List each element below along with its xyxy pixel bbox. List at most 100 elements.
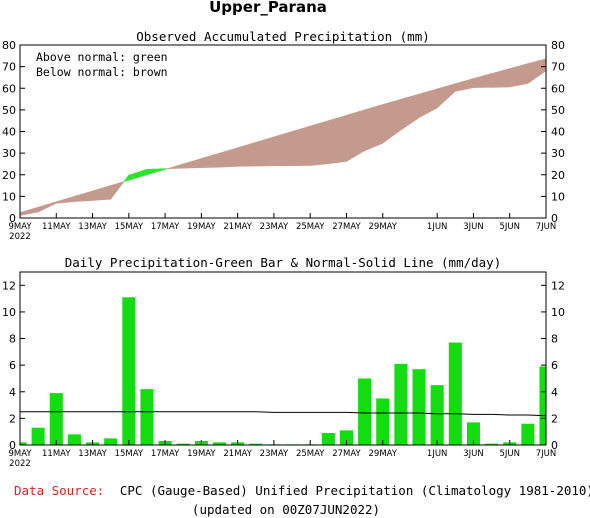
daily-chart: Daily Precipitation-Green Bar & Normal-S… — [2, 255, 565, 469]
y-tick-label: 2 — [9, 412, 16, 425]
below-normal-area — [364, 104, 384, 152]
x-tick-label: 13MAY — [78, 449, 107, 459]
daily-bar — [448, 342, 462, 445]
x-tick-label: 23MAY — [260, 449, 289, 459]
below-normal-area — [436, 83, 456, 109]
y-tick-label: 20 — [2, 169, 16, 182]
x-tick-label: 23MAY — [260, 222, 289, 232]
updated-text: (updated on 00Z07JUN2022) — [192, 502, 380, 517]
y-tick-label: 0 — [551, 439, 558, 452]
y-tick-label: 50 — [2, 104, 16, 117]
x-tick-label: 29MAY — [369, 222, 398, 232]
y-tick-label: 40 — [551, 126, 565, 139]
x-tick-label: 13MAY — [78, 222, 107, 232]
data-source-label: Data Source: — [14, 483, 104, 498]
above-normal-area — [128, 168, 148, 181]
x-tick-label: 27MAY — [332, 449, 361, 459]
x-tick-label: 19MAY — [187, 449, 216, 459]
below-normal-area — [382, 98, 402, 144]
daily-bar — [49, 393, 63, 445]
daily-bar-group — [20, 297, 547, 445]
y-tick-label: 10 — [551, 306, 565, 319]
y-tick-label: 12 — [551, 279, 565, 292]
y-tick-label: 8 — [9, 333, 16, 346]
below-normal-area — [219, 147, 238, 168]
x-tick-label: 21MAY — [223, 449, 252, 459]
y-tick-label: 30 — [2, 147, 16, 160]
daily-axis-group: 0 0 2 2 4 4 6 6 8 8 10 10 12 12 9MAY 11MAY 13MAY 15MAY 17M… — [2, 279, 565, 469]
x-tick-label: 9MAY — [8, 222, 32, 232]
below-normal-area — [328, 114, 347, 165]
x-tick-label: 1JUN — [427, 449, 448, 459]
above-normal-area — [146, 168, 166, 176]
below-normal-area — [291, 125, 311, 166]
y-tick-label: 6 — [551, 359, 558, 372]
y-tick-label: 6 — [9, 359, 16, 372]
daily-bar — [466, 422, 480, 445]
below-normal-area — [37, 201, 57, 213]
legend-above-normal: Above normal: green — [36, 50, 168, 64]
y-tick-label: 50 — [551, 104, 565, 117]
daily-bar — [321, 433, 335, 445]
below-normal-area — [473, 73, 492, 88]
above-normal-area — [123, 174, 130, 183]
y-tick-label: 12 — [2, 279, 16, 292]
y-tick-label: 0 — [551, 212, 558, 225]
region-title: Upper_Parana — [209, 0, 327, 16]
daily-chart-title: Daily Precipitation-Green Bar & Normal-S… — [65, 255, 502, 270]
x-tick-label: 25MAY — [296, 449, 325, 459]
y-tick-label: 80 — [2, 39, 16, 52]
daily-bar — [412, 369, 426, 445]
below-normal-area — [237, 141, 257, 167]
below-normal-area — [273, 131, 293, 167]
x-tick-label: 7JUN — [536, 449, 557, 459]
below-normal-area — [418, 88, 438, 119]
x-tick-label: 27MAY — [332, 222, 361, 232]
x-tick-label: 17MAY — [151, 449, 180, 459]
below-normal-area — [255, 136, 275, 167]
daily-bar — [430, 385, 444, 445]
daily-bar — [394, 363, 408, 445]
x-tick-label: 7JUN — [536, 222, 557, 232]
below-normal-area — [509, 63, 529, 88]
daily-bar — [176, 443, 190, 445]
daily-bar — [358, 378, 372, 445]
y-tick-label: 0 — [9, 439, 16, 452]
below-normal-area — [167, 163, 184, 169]
y-tick-label: 40 — [2, 126, 16, 139]
normal-line — [20, 411, 547, 417]
y-tick-label: 70 — [2, 61, 16, 74]
below-normal-area — [400, 93, 420, 131]
y-tick-label: 60 — [551, 82, 565, 95]
data-source-text: CPC (Gauge-Based) Unified Precipitation … — [120, 483, 590, 498]
daily-bar — [539, 366, 546, 445]
below-normal-area — [455, 78, 474, 92]
daily-bar — [339, 430, 354, 445]
below-normal-area — [491, 68, 511, 88]
accumulated-chart: Observed Accumulated Precipitation (mm) … — [2, 29, 565, 242]
daily-bar — [20, 442, 27, 445]
below-normal-area — [201, 152, 220, 168]
daily-bar — [31, 427, 45, 445]
below-normal-area — [74, 190, 93, 202]
x-tick-label: 29MAY — [369, 449, 398, 459]
daily-plot-frame — [19, 271, 547, 446]
y-tick-label: 10 — [2, 190, 16, 203]
x-tick-label: 17MAY — [151, 222, 180, 232]
daily-bar — [67, 434, 81, 445]
below-normal-area — [309, 120, 329, 166]
daily-bar — [485, 443, 499, 445]
x-tick-label: 1JUN — [427, 222, 448, 232]
x-tick-label: 5JUN — [499, 449, 520, 459]
below-normal-area — [346, 109, 365, 162]
legend-below-normal: Below normal: brown — [36, 65, 168, 79]
x-tick-label: 15MAY — [115, 222, 144, 232]
x-tick-label: 11MAY — [42, 449, 71, 459]
x-tick-label: 5JUN — [499, 222, 520, 232]
y-tick-label: 70 — [551, 61, 565, 74]
daily-bar — [521, 423, 535, 445]
below-normal-area — [527, 58, 547, 85]
below-normal-area — [19, 206, 39, 216]
y-tick-label: 80 — [551, 39, 565, 52]
